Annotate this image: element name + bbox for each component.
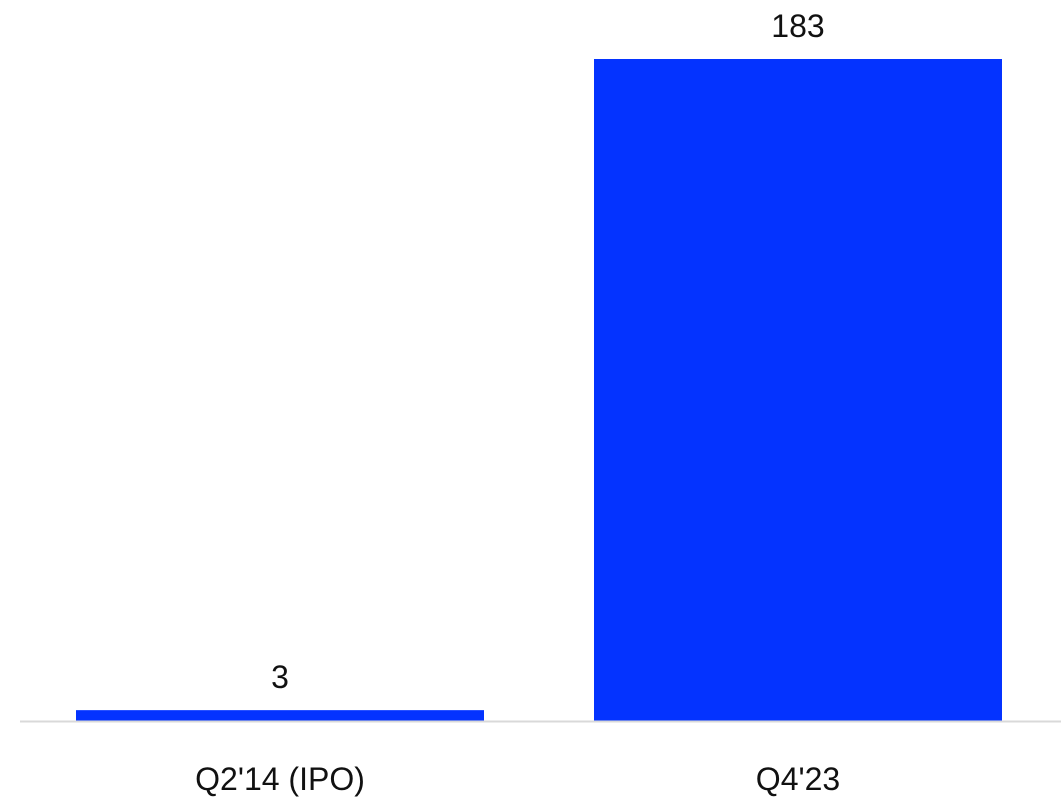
value-label-2: 183 bbox=[771, 8, 824, 44]
category-label-1: Q2'14 (IPO) bbox=[195, 761, 365, 797]
bars-group bbox=[76, 59, 1002, 721]
value-label-1: 3 bbox=[271, 659, 289, 695]
category-labels-group: Q2'14 (IPO) Q4'23 bbox=[195, 761, 840, 797]
bar-1 bbox=[76, 710, 484, 721]
value-labels-group: 3 183 bbox=[271, 8, 825, 695]
category-label-2: Q4'23 bbox=[756, 761, 840, 797]
bar-2 bbox=[594, 59, 1002, 721]
